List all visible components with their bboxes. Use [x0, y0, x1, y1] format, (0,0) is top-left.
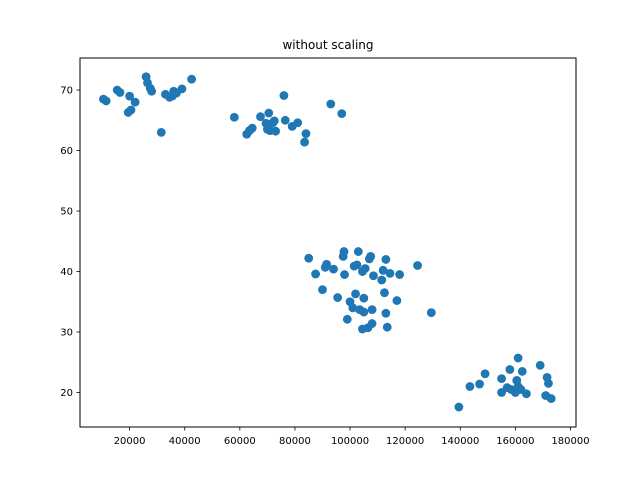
- data-point-69: [377, 275, 387, 285]
- data-point-36: [300, 137, 309, 147]
- plot-frame: [79, 57, 577, 428]
- data-point-71: [380, 288, 389, 298]
- data-point-91: [513, 353, 523, 363]
- data-point-38: [326, 99, 336, 109]
- data-point-62: [360, 264, 370, 273]
- points-layer: [99, 72, 556, 412]
- data-point-74: [382, 322, 392, 332]
- data-point-100: [546, 394, 556, 403]
- data-point-94: [517, 366, 527, 376]
- data-point-78: [413, 261, 422, 270]
- axes-layer: 20000 40000 60000 80000 100000 120000 140000 16…: [60, 86, 589, 447]
- data-point-87: [505, 365, 515, 374]
- data-point-48: [339, 247, 349, 256]
- data-point-70: [378, 265, 388, 275]
- data-point-39: [337, 109, 347, 119]
- data-point-41: [311, 269, 320, 279]
- data-point-84: [497, 374, 506, 384]
- data-point-72: [381, 308, 391, 318]
- data-point-44: [322, 259, 332, 269]
- x-tick-label-6: 140000: [441, 436, 479, 447]
- data-point-80: [454, 402, 464, 412]
- data-point-12: [156, 127, 166, 137]
- data-point-77: [395, 270, 405, 279]
- data-point-46: [333, 293, 343, 302]
- data-point-42: [318, 285, 327, 295]
- x-tick-label-4: 100000: [331, 436, 369, 447]
- y-tick-label-4: 60: [60, 146, 73, 157]
- data-point-99: [544, 379, 553, 388]
- data-point-56: [353, 247, 363, 256]
- data-point-66: [367, 305, 377, 315]
- data-point-5: [125, 91, 134, 101]
- data-point-83: [480, 369, 490, 379]
- data-point-40: [304, 253, 314, 263]
- data-point-49: [340, 270, 349, 279]
- data-point-60: [359, 293, 369, 303]
- data-point-75: [385, 268, 395, 278]
- x-tick-label-7: 160000: [496, 436, 534, 447]
- data-point-95: [522, 389, 531, 399]
- data-point-61: [359, 307, 369, 317]
- data-point-96: [535, 360, 545, 370]
- data-point-31: [271, 126, 281, 136]
- data-point-54: [351, 289, 360, 299]
- x-tick-label-8: 180000: [551, 436, 589, 447]
- data-point-76: [392, 296, 402, 305]
- x-tick-label-3: 80000: [279, 436, 311, 447]
- data-point-20: [229, 112, 239, 122]
- y-tick-label-0: 20: [60, 388, 73, 399]
- y-tick-label-5: 70: [60, 86, 73, 97]
- chart-title: without scaling: [282, 38, 373, 52]
- x-tick-label-0: 20000: [114, 436, 146, 447]
- data-point-68: [369, 271, 378, 281]
- data-point-65: [366, 252, 376, 261]
- y-tick-label-1: 30: [60, 328, 73, 339]
- data-point-23: [247, 123, 257, 133]
- data-point-32: [279, 91, 289, 100]
- y-tick-label-3: 50: [60, 207, 73, 218]
- data-point-18: [177, 84, 187, 94]
- data-point-6: [126, 105, 136, 115]
- data-point-82: [475, 379, 484, 389]
- x-tick-label-5: 120000: [386, 436, 424, 447]
- data-point-67: [367, 319, 377, 328]
- data-point-24: [256, 112, 265, 122]
- data-point-11: [147, 86, 157, 96]
- data-point-73: [381, 255, 391, 264]
- data-point-55: [352, 260, 362, 270]
- x-tick-label-1: 40000: [169, 436, 201, 447]
- data-point-30: [269, 116, 279, 126]
- x-tick-label-2: 60000: [224, 436, 256, 447]
- data-point-27: [264, 108, 274, 118]
- data-point-19: [187, 74, 197, 84]
- data-point-3: [115, 88, 125, 97]
- data-point-50: [342, 314, 352, 324]
- data-point-1: [101, 96, 111, 106]
- data-point-35: [293, 118, 303, 128]
- data-point-7: [130, 97, 140, 107]
- data-point-79: [426, 308, 436, 318]
- data-point-33: [280, 115, 290, 125]
- y-tick-label-2: 40: [60, 267, 73, 278]
- data-point-37: [301, 129, 311, 139]
- data-point-45: [329, 264, 338, 274]
- data-point-81: [465, 382, 475, 391]
- data-point-52: [348, 303, 358, 313]
